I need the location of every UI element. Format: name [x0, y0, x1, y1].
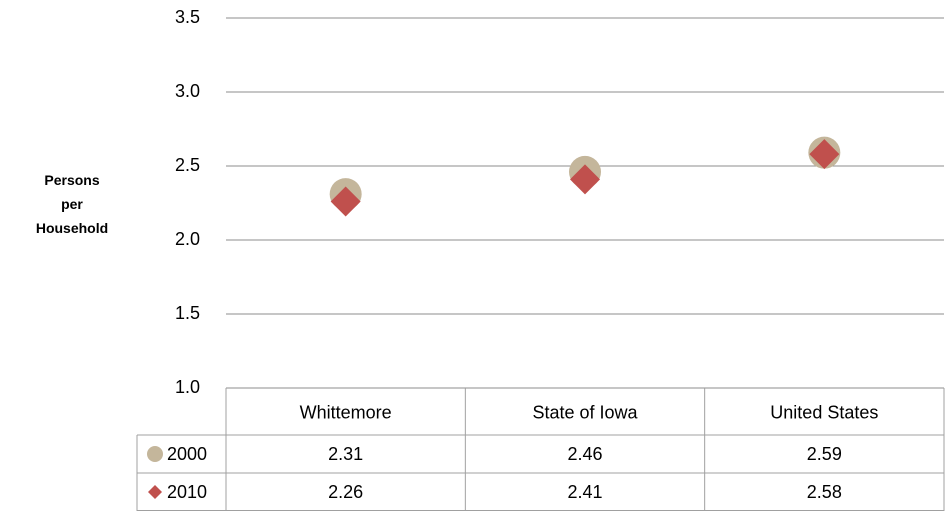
x-tick-label: United States — [770, 402, 878, 422]
y-tick-label: 3.5 — [175, 7, 200, 27]
legend-label: 2010 — [167, 482, 207, 502]
table-cell: 2.41 — [567, 482, 602, 502]
x-tick-label: Whittemore — [300, 402, 392, 422]
x-tick-label: State of Iowa — [532, 402, 638, 422]
y-tick-label: 2.0 — [175, 229, 200, 249]
legend-label: 2000 — [167, 444, 207, 464]
y-axis-label: Persons per Household — [35, 172, 109, 236]
legend-symbol — [148, 485, 162, 499]
marker-diamond — [330, 186, 361, 217]
table-cell: 2.59 — [807, 444, 842, 464]
marker-diamond — [809, 139, 840, 170]
table-cell: 2.31 — [328, 444, 363, 464]
legend-symbol — [147, 446, 163, 462]
table-cell: 2.46 — [567, 444, 602, 464]
table-cell: 2.26 — [328, 482, 363, 502]
y-tick-label: 1.5 — [175, 303, 200, 323]
table-cell: 2.58 — [807, 482, 842, 502]
y-tick-label: 3.0 — [175, 81, 200, 101]
y-tick-label: 2.5 — [175, 155, 200, 175]
marker-diamond — [570, 164, 600, 195]
y-tick-label: 1.0 — [175, 377, 200, 397]
